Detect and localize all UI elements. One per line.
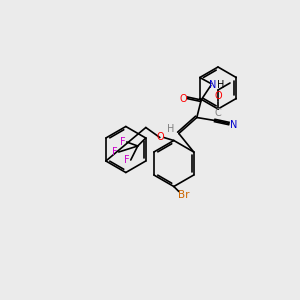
Text: N: N — [209, 80, 217, 89]
Text: F: F — [112, 147, 118, 157]
Text: N: N — [230, 119, 238, 130]
Text: O: O — [156, 133, 164, 142]
Text: O: O — [214, 91, 222, 101]
Text: C: C — [214, 109, 221, 118]
Text: F: F — [124, 155, 130, 165]
Text: F: F — [120, 137, 125, 147]
Text: H: H — [167, 124, 175, 134]
Text: H: H — [217, 80, 224, 89]
Text: Br: Br — [178, 190, 190, 200]
Text: O: O — [179, 94, 187, 103]
